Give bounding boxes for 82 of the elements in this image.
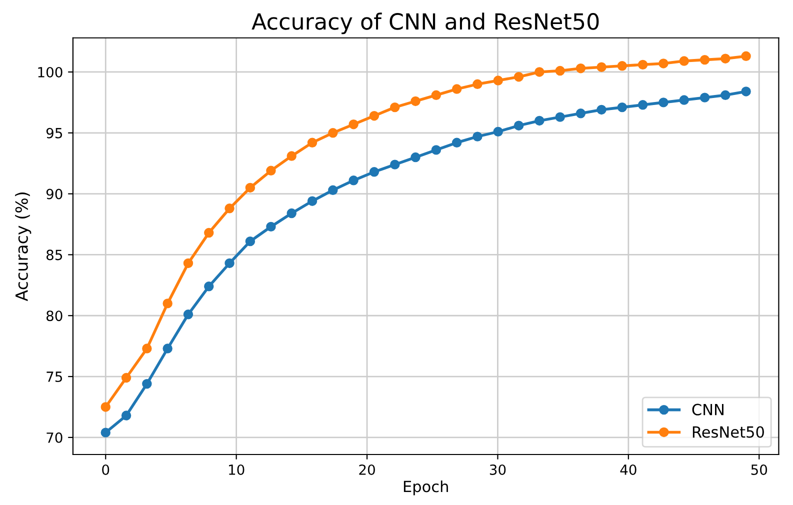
point: [493, 126, 503, 137]
point: [100, 402, 110, 412]
point: [328, 128, 338, 138]
point: [658, 98, 668, 108]
point: [638, 100, 648, 110]
point: [638, 60, 648, 70]
y-tick-label: 95: [46, 128, 62, 138]
point: [741, 86, 751, 96]
point: [390, 102, 400, 112]
point: [121, 372, 132, 383]
point: [617, 61, 628, 71]
point: [514, 72, 524, 82]
point: [514, 120, 524, 130]
point: [328, 185, 338, 196]
legend-label: CNN: [692, 404, 724, 416]
point: [121, 410, 132, 420]
point: [162, 344, 172, 354]
point: [286, 151, 296, 161]
point: [307, 196, 318, 206]
x-tick-label: 50: [751, 464, 768, 475]
point: [534, 67, 544, 77]
point: [555, 66, 565, 76]
point: [142, 378, 152, 389]
x-tick-label: 20: [359, 464, 375, 475]
point: [534, 116, 544, 126]
point: [348, 176, 358, 186]
point: [431, 90, 442, 100]
y-tick-label: 80: [46, 310, 62, 322]
point: [493, 76, 503, 86]
chart-title: Accuracy of CNN and ResNet50: [252, 12, 599, 34]
x-axis-title: Epoch: [404, 480, 448, 496]
point: [452, 138, 462, 148]
point: [472, 79, 482, 90]
point: [266, 222, 276, 232]
point: [679, 56, 689, 66]
point: [245, 182, 256, 193]
point: [245, 236, 256, 246]
point: [576, 63, 586, 74]
point: [224, 258, 234, 268]
point: [431, 145, 442, 155]
point: [410, 152, 420, 162]
y-axis-title: Accuracy (%): [15, 192, 32, 302]
point: [142, 344, 152, 354]
point: [204, 282, 214, 292]
point: [369, 167, 380, 177]
y-tick-label: 75: [46, 372, 62, 382]
point: [555, 112, 565, 122]
point: [266, 166, 276, 176]
point: [100, 428, 110, 438]
y-tick-label: 90: [46, 188, 62, 200]
point: [472, 132, 482, 142]
point: [596, 104, 606, 115]
legend-label: ResNet50: [692, 426, 764, 438]
x-tick-label: 40: [620, 464, 636, 475]
point: [658, 58, 668, 68]
x-tick-label: 10: [229, 464, 244, 475]
point: [576, 108, 586, 118]
point: [286, 208, 296, 218]
y-tick-label: 70: [46, 432, 62, 443]
point: [679, 95, 689, 105]
y-tick-label: 85: [46, 250, 62, 260]
point: [162, 298, 172, 308]
point: [183, 258, 194, 268]
point: [700, 54, 710, 65]
point: [390, 160, 400, 170]
point: [452, 84, 462, 94]
x-tick-label: 30: [490, 464, 506, 475]
point: [410, 96, 420, 106]
point: [204, 228, 214, 238]
point: [348, 120, 358, 130]
point: [741, 51, 751, 62]
point: [224, 204, 234, 214]
point: [720, 54, 730, 64]
point: [307, 138, 318, 148]
point: [369, 110, 380, 121]
point: [596, 62, 606, 72]
point: [720, 90, 730, 100]
point: [617, 102, 628, 112]
y-tick-label: 100: [38, 66, 62, 78]
point: [700, 92, 710, 102]
point: [183, 310, 194, 320]
x-tick-label: 0: [102, 464, 110, 475]
